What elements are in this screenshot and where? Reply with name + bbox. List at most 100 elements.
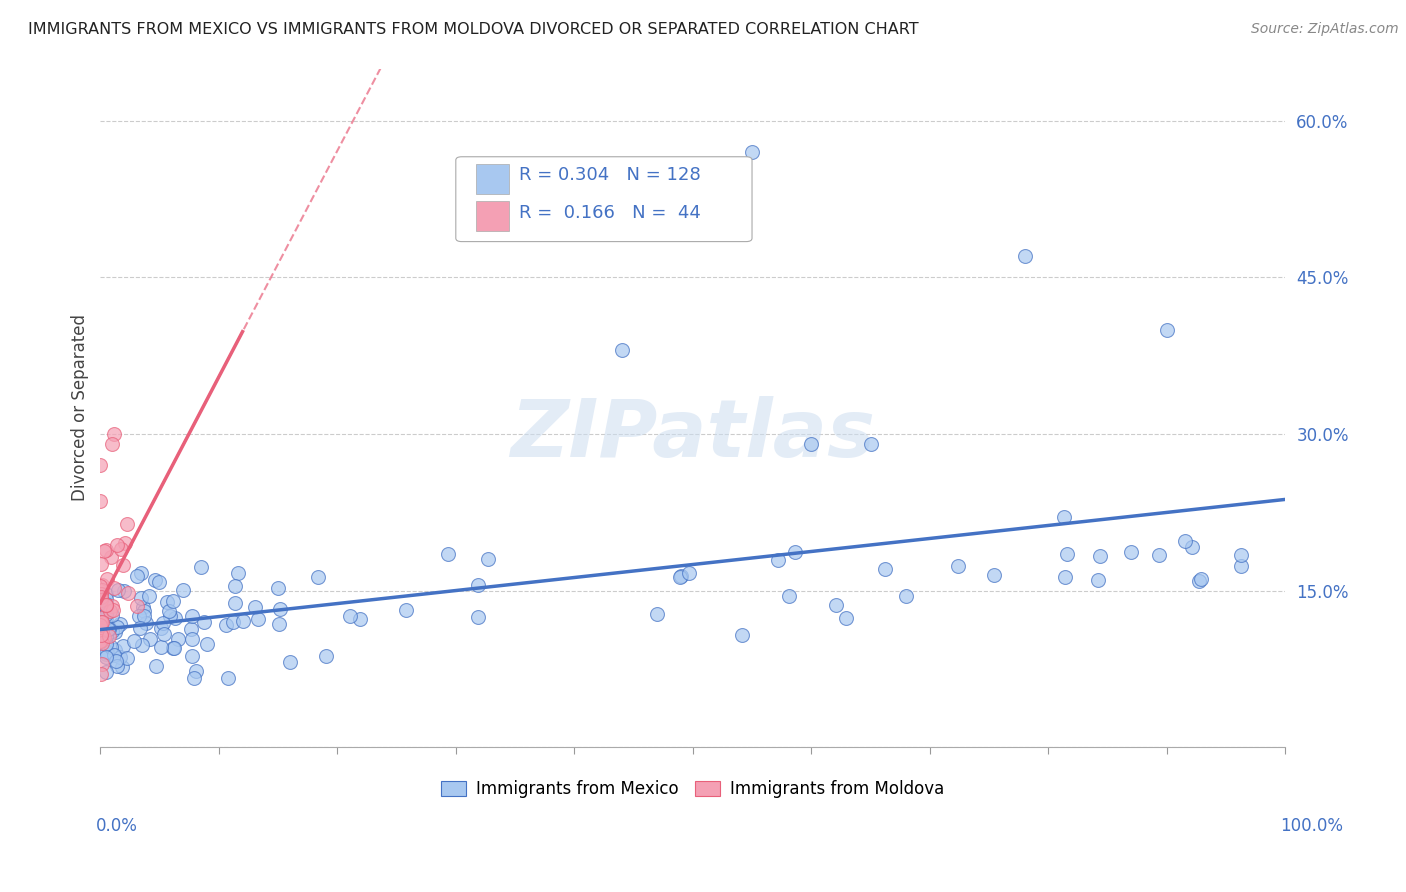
Point	[96, 637, 118, 651]
Point	[669, 570, 692, 584]
Point	[96, 637, 118, 651]
Point	[105, 658, 128, 673]
Point	[339, 608, 361, 623]
Text: ZIPatlas: ZIPatlas	[510, 396, 876, 474]
Point	[90, 611, 112, 625]
Point	[834, 611, 856, 625]
Text: R = 0.304   N = 128: R = 0.304 N = 128	[519, 166, 700, 184]
Point	[91, 624, 114, 638]
Point	[267, 581, 290, 595]
Point	[107, 583, 129, 598]
Point	[315, 649, 337, 664]
Point	[90, 636, 112, 650]
Point	[477, 552, 499, 566]
Point	[131, 638, 153, 652]
Point	[1087, 574, 1109, 588]
Point	[104, 624, 127, 639]
Point	[90, 578, 112, 592]
Point	[96, 591, 118, 606]
Point	[90, 591, 112, 605]
Point	[181, 648, 204, 663]
Point	[96, 542, 118, 557]
Point	[395, 603, 418, 617]
Point	[103, 648, 125, 662]
Point	[148, 574, 170, 589]
Point	[783, 545, 806, 559]
Point	[128, 621, 150, 635]
Point	[104, 643, 127, 657]
Point	[143, 574, 166, 588]
Point	[93, 630, 115, 644]
Point	[467, 578, 489, 592]
Point	[96, 629, 118, 643]
Point	[247, 612, 270, 626]
Point	[105, 537, 128, 551]
Point	[125, 568, 148, 582]
Point	[149, 621, 172, 635]
Point	[100, 549, 122, 564]
Text: Source: ZipAtlas.com: Source: ZipAtlas.com	[1251, 22, 1399, 37]
Point	[89, 634, 111, 648]
FancyBboxPatch shape	[456, 157, 752, 242]
Point	[103, 427, 125, 442]
Point	[731, 628, 754, 642]
Point	[93, 544, 115, 558]
Point	[90, 634, 112, 648]
Point	[946, 559, 969, 574]
Point	[111, 660, 134, 674]
Point	[96, 587, 118, 601]
Point	[90, 615, 112, 629]
Point	[1149, 549, 1171, 563]
Point	[115, 516, 138, 531]
Point	[105, 620, 128, 634]
Point	[167, 632, 190, 647]
Point	[90, 593, 112, 607]
Point	[1187, 574, 1209, 589]
Point	[195, 637, 218, 651]
Point	[162, 594, 184, 608]
Text: IMMIGRANTS FROM MEXICO VS IMMIGRANTS FROM MOLDOVA DIVORCED OR SEPARATED CORRELAT: IMMIGRANTS FROM MEXICO VS IMMIGRANTS FRO…	[28, 22, 918, 37]
Point	[89, 578, 111, 592]
Point	[1053, 509, 1076, 524]
Point	[90, 623, 112, 637]
Point	[778, 589, 800, 603]
Point	[108, 617, 131, 632]
Point	[96, 611, 118, 625]
Point	[873, 562, 896, 576]
Point	[152, 615, 174, 630]
Point	[96, 572, 118, 586]
Point	[152, 627, 174, 641]
Point	[127, 599, 149, 613]
Point	[111, 640, 134, 654]
Point	[766, 553, 789, 567]
Point	[193, 615, 215, 629]
Point	[222, 615, 245, 629]
Point	[1119, 545, 1142, 559]
Point	[226, 566, 249, 580]
Point	[96, 616, 118, 631]
Point	[117, 651, 139, 665]
Point	[180, 632, 202, 646]
Point	[112, 558, 135, 573]
Point	[90, 587, 112, 601]
Point	[89, 458, 111, 473]
Point	[96, 665, 118, 679]
Point	[100, 607, 122, 622]
Point	[217, 671, 239, 685]
Point	[96, 607, 118, 621]
Point	[97, 622, 120, 636]
Point	[129, 591, 152, 606]
Point	[436, 547, 458, 561]
Point	[132, 604, 155, 618]
Point	[101, 624, 124, 638]
Point	[97, 619, 120, 633]
Point	[108, 650, 131, 665]
Point	[114, 536, 136, 550]
Point	[278, 655, 301, 669]
Point	[90, 657, 112, 671]
Point	[1189, 572, 1212, 586]
Point	[610, 343, 633, 358]
Point	[96, 645, 118, 659]
Point	[89, 618, 111, 632]
Point	[245, 599, 267, 614]
